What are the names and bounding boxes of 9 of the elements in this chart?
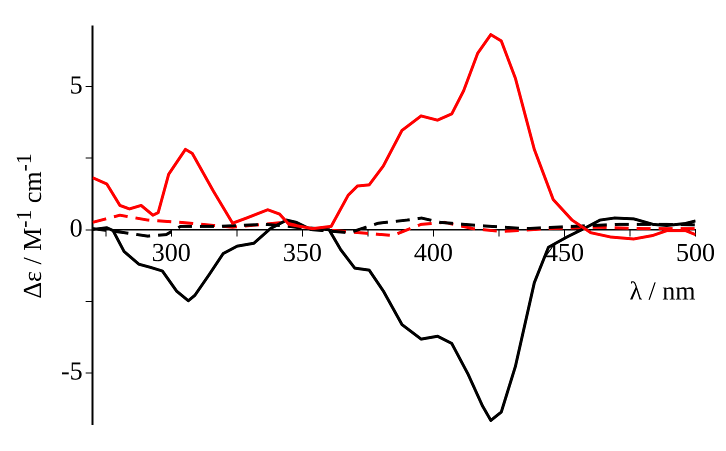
x-tick-label: 400: [414, 238, 453, 268]
y-tick-label: -5: [60, 356, 83, 386]
y-tick-label: 5: [70, 70, 83, 100]
x-tick-label: 500: [676, 238, 715, 268]
x-tick-label: 450: [544, 238, 584, 268]
x-axis-title: λ / nm: [629, 276, 696, 306]
x-tick-label: 300: [152, 238, 191, 268]
x-tick-label: 350: [282, 238, 322, 268]
y-tick-label: 0: [70, 214, 83, 243]
